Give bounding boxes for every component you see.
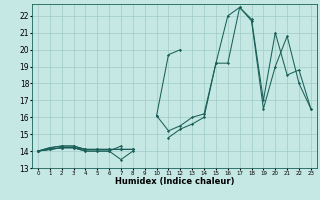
X-axis label: Humidex (Indice chaleur): Humidex (Indice chaleur) bbox=[115, 177, 234, 186]
